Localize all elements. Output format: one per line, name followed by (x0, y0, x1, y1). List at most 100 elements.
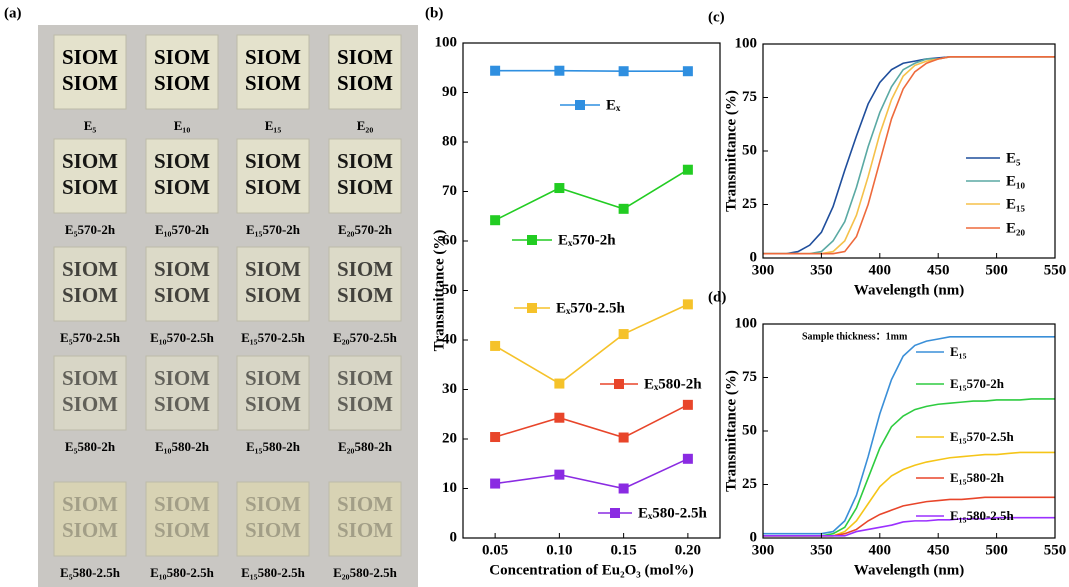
sample (236, 481, 310, 557)
sample-text: SIOM (154, 366, 210, 390)
y-tick-label: 25 (742, 196, 757, 212)
x-tick-label: 300 (752, 262, 775, 278)
point (618, 432, 629, 443)
point (618, 203, 629, 214)
legend-marker (527, 303, 537, 313)
y-tick-label: 50 (742, 422, 757, 438)
point (682, 453, 693, 464)
sample-text: SIOM (337, 71, 393, 95)
sample-text: SIOM (337, 492, 393, 516)
point (554, 412, 565, 423)
legend-label: E₁₅580-2h (950, 470, 1005, 485)
sample-label: E₁₅570-2h (246, 222, 301, 237)
y-tick-label: 0 (750, 529, 758, 545)
sample-text: SIOM (154, 149, 210, 173)
sample-text: SIOM (337, 175, 393, 199)
series-line (495, 458, 689, 490)
y-tick-label: 100 (735, 35, 758, 51)
point (490, 478, 501, 489)
legend-label: E₁₅ (1006, 196, 1026, 212)
legend-label: E₁₅ (950, 344, 967, 359)
sample-label: E₁₀580-2h (155, 439, 210, 454)
y-tick-label: 0 (750, 249, 758, 265)
sample-text: SIOM (337, 45, 393, 69)
sample-label: E₅570-2h (65, 222, 116, 237)
sample-text: SIOM (245, 283, 301, 307)
legend-label: Eₓ (606, 97, 621, 113)
sample (145, 481, 219, 557)
panel-label: (c) (708, 9, 725, 25)
series-line (494, 169, 689, 221)
y-axis-label: Transmittance (%) (723, 90, 739, 212)
sample-text: SIOM (154, 492, 210, 516)
y-tick-label: 75 (742, 369, 757, 385)
x-tick-label: 450 (927, 262, 950, 278)
x-tick-label: 350 (810, 262, 833, 278)
sample-text: SIOM (154, 392, 210, 416)
x-tick-label: 0.20 (675, 542, 701, 558)
sample-text: SIOM (245, 71, 301, 95)
series-line (494, 303, 689, 385)
sample (328, 138, 402, 214)
point (682, 164, 693, 175)
y-tick-label: 60 (442, 232, 457, 248)
series-line (763, 451, 1055, 537)
sample-label: E₁₀580-2.5h (150, 565, 215, 580)
point (682, 299, 693, 310)
legend-label: E₁₅570-2.5h (950, 429, 1015, 444)
y-tick-label: 25 (742, 476, 757, 492)
legend-label: Eₓ570-2h (558, 232, 616, 248)
sample-text: SIOM (337, 518, 393, 542)
sample-text: SIOM (62, 257, 118, 281)
legend-label: Eₓ570-2.5h (556, 300, 626, 316)
legend-label: E₁₅580-2.5h (950, 508, 1015, 523)
sample-text: SIOM (154, 283, 210, 307)
y-tick-label: 40 (442, 331, 457, 347)
sample-label: E₂₀580-2h (338, 439, 393, 454)
series-line (763, 516, 1055, 537)
y-tick-label: 0 (450, 529, 458, 545)
legend-marker (527, 235, 537, 245)
y-tick-label: 70 (442, 183, 457, 199)
point (490, 432, 501, 443)
sample (53, 34, 127, 110)
y-tick-label: 30 (442, 381, 457, 397)
sample-text: SIOM (337, 283, 393, 307)
sample-label: E₂₀580-2.5h (333, 565, 398, 580)
point (554, 469, 565, 480)
sample (236, 355, 310, 431)
sample-text: SIOM (154, 175, 210, 199)
legend-marker (575, 100, 585, 110)
point (490, 340, 501, 351)
y-tick-label: 100 (435, 34, 458, 50)
sample (53, 355, 127, 431)
sample-label: E₅580-2h (65, 439, 116, 454)
sample-text: SIOM (245, 366, 301, 390)
y-tick-label: 10 (442, 480, 457, 496)
sample-label: E₂₀ (357, 118, 374, 133)
sample (53, 481, 127, 557)
sample-label: E₁₅580-2h (246, 439, 301, 454)
y-tick-label: 75 (742, 89, 757, 105)
y-axis-label: Transmittance (%) (723, 370, 739, 492)
sample-text: SIOM (337, 392, 393, 416)
sample-text: SIOM (62, 45, 118, 69)
sample-label: E₅580-2.5h (60, 565, 121, 580)
sample-label: E₂₀570-2h (338, 222, 393, 237)
x-tick-label: 0.10 (546, 542, 572, 558)
sample-text: SIOM (62, 71, 118, 95)
x-tick-label: 300 (752, 542, 775, 558)
x-tick-label: 350 (810, 542, 833, 558)
point (554, 183, 565, 194)
sample-text: SIOM (245, 392, 301, 416)
sample (145, 138, 219, 214)
sample-text: SIOM (245, 175, 301, 199)
sample (328, 34, 402, 110)
panel-label: (a) (4, 5, 22, 21)
point (554, 65, 565, 76)
sample-text: SIOM (62, 175, 118, 199)
sample-label: E₁₅570-2.5h (241, 330, 306, 345)
y-tick-label: 20 (442, 430, 457, 446)
point (490, 215, 501, 226)
legend-marker (614, 379, 624, 389)
